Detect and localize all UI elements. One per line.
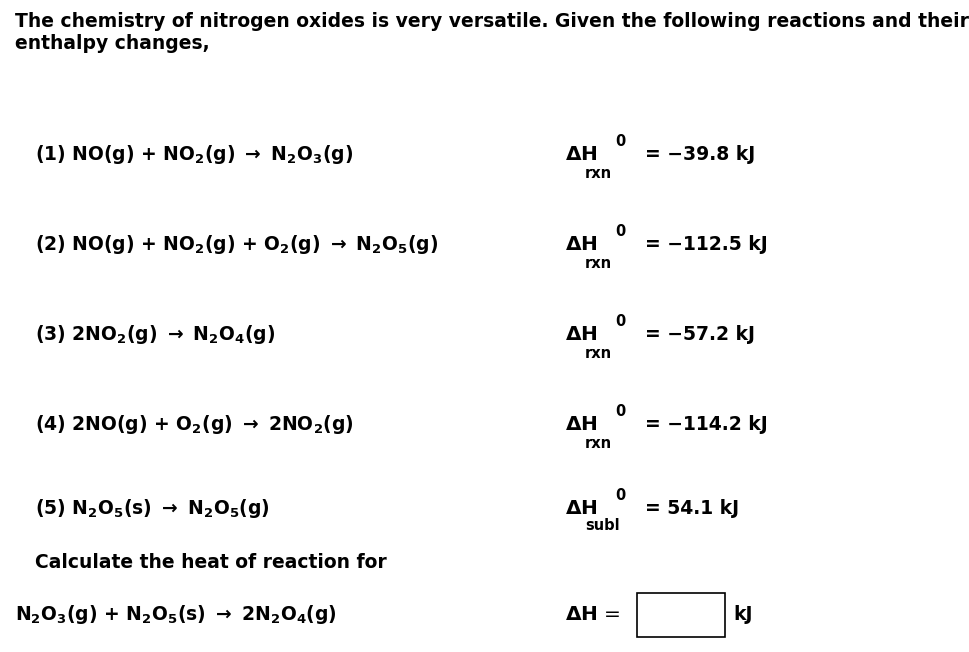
Text: = −114.2 kJ: = −114.2 kJ — [644, 415, 766, 434]
Text: $\mathbf{\Delta H}$: $\mathbf{\Delta H}$ — [564, 415, 597, 434]
Text: rxn: rxn — [584, 256, 611, 271]
Text: (5) N$\mathbf{_2}$O$\mathbf{_5}$(s) $\mathbf{\rightarrow}$ N$\mathbf{_2}$O$\math: (5) N$\mathbf{_2}$O$\mathbf{_5}$(s) $\ma… — [35, 497, 269, 520]
Text: enthalpy changes,: enthalpy changes, — [15, 34, 209, 53]
Bar — [637, 593, 724, 637]
Text: Calculate the heat of reaction for: Calculate the heat of reaction for — [35, 552, 387, 572]
Text: $\mathbf{\Delta H}$: $\mathbf{\Delta H}$ — [564, 499, 597, 518]
Text: 0: 0 — [614, 488, 625, 503]
Text: (4) 2NO(g) + O$\mathbf{_2}$(g) $\mathbf{\rightarrow}$ 2NO$\mathbf{_2}$(g): (4) 2NO(g) + O$\mathbf{_2}$(g) $\mathbf{… — [35, 413, 354, 436]
Text: = −57.2 kJ: = −57.2 kJ — [644, 325, 754, 344]
Text: = 54.1 kJ: = 54.1 kJ — [644, 499, 738, 518]
Text: = −39.8 kJ: = −39.8 kJ — [644, 145, 755, 164]
Text: = −112.5 kJ: = −112.5 kJ — [644, 235, 766, 254]
Text: (1) NO(g) + NO$\mathbf{_2}$(g) $\mathbf{\rightarrow}$ N$\mathbf{_2}$O$\mathbf{_3: (1) NO(g) + NO$\mathbf{_2}$(g) $\mathbf{… — [35, 143, 353, 166]
Text: N$\mathbf{_2}$O$\mathbf{_3}$(g) + N$\mathbf{_2}$O$\mathbf{_5}$(s) $\mathbf{\righ: N$\mathbf{_2}$O$\mathbf{_3}$(g) + N$\mat… — [15, 604, 336, 627]
Text: subl: subl — [584, 518, 619, 533]
Text: kJ: kJ — [733, 606, 752, 625]
Text: $\mathbf{\Delta H}$: $\mathbf{\Delta H}$ — [564, 325, 597, 344]
Text: 0: 0 — [614, 314, 625, 329]
Text: $\mathbf{\Delta H}$ =: $\mathbf{\Delta H}$ = — [564, 606, 620, 625]
Text: 0: 0 — [614, 134, 625, 149]
Text: The chemistry of nitrogen oxides is very versatile. Given the following reaction: The chemistry of nitrogen oxides is very… — [15, 12, 969, 31]
Text: rxn: rxn — [584, 166, 611, 181]
Text: 0: 0 — [614, 404, 625, 419]
Text: (3) 2NO$\mathbf{_2}$(g) $\mathbf{\rightarrow}$ N$\mathbf{_2}$O$\mathbf{_4}$(g): (3) 2NO$\mathbf{_2}$(g) $\mathbf{\righta… — [35, 323, 275, 346]
Text: 0: 0 — [614, 224, 625, 239]
Text: rxn: rxn — [584, 436, 611, 451]
Text: (2) NO(g) + NO$\mathbf{_2}$(g) + O$\mathbf{_2}$(g) $\mathbf{\rightarrow}$ N$\mat: (2) NO(g) + NO$\mathbf{_2}$(g) + O$\math… — [35, 233, 438, 256]
Text: $\mathbf{\Delta H}$: $\mathbf{\Delta H}$ — [564, 235, 597, 254]
Text: $\mathbf{\Delta H}$: $\mathbf{\Delta H}$ — [564, 145, 597, 164]
Text: rxn: rxn — [584, 346, 611, 361]
